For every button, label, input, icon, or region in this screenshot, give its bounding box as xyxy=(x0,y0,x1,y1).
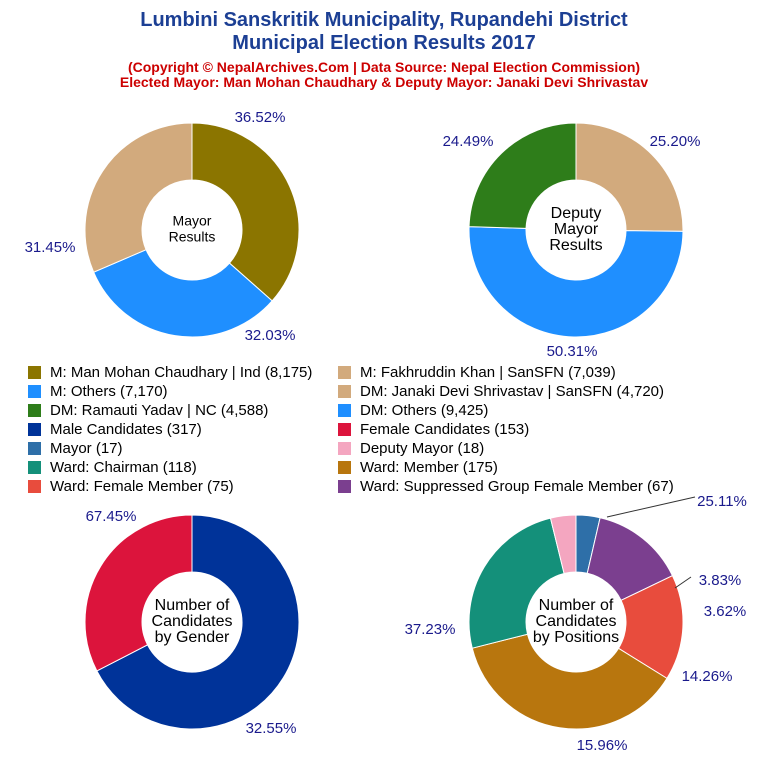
donut-center-label: by Gender xyxy=(155,629,230,646)
chart-title: Lumbini Sanskritik Municipality, Rupande… xyxy=(140,9,628,31)
percent-label: 67.45% xyxy=(86,508,137,525)
legend-item: DM: Janaki Devi Shrivastav | SanSFN (4,7… xyxy=(338,383,664,400)
legend-label: Ward: Suppressed Group Female Member (67… xyxy=(360,478,674,495)
legend-swatch xyxy=(338,461,351,474)
percent-label: 50.31% xyxy=(547,343,598,360)
legend-label: DM: Janaki Devi Shrivastav | SanSFN (4,7… xyxy=(360,383,665,400)
percent-label: 14.26% xyxy=(682,668,733,685)
percent-label: 31.45% xyxy=(25,239,76,256)
legend-label: Ward: Chairman (118) xyxy=(50,459,197,476)
legend-swatch xyxy=(28,480,41,493)
legend-swatch xyxy=(28,385,41,398)
legend-item: DM: Ramauti Yadav | NC (4,588) xyxy=(28,402,268,419)
percent-label: 37.23% xyxy=(405,621,456,638)
legend-swatch xyxy=(338,404,351,417)
legend-item: M: Man Mohan Chaudhary | Ind (8,175) xyxy=(28,364,312,381)
donut-center-label: Results xyxy=(169,229,216,245)
leader-line xyxy=(674,576,692,589)
percent-label: 24.49% xyxy=(443,133,494,150)
donut-center-label: Number of xyxy=(155,597,230,614)
legend-item: Deputy Mayor (18) xyxy=(338,440,484,457)
legend-swatch xyxy=(28,423,41,436)
donut-center-label: by Positions xyxy=(533,629,619,646)
chart-title-line2: Municipal Election Results 2017 xyxy=(232,32,536,54)
legend-label: DM: Ramauti Yadav | NC (4,588) xyxy=(50,402,269,419)
legend-item: DM: Others (9,425) xyxy=(338,402,488,419)
donut-hole xyxy=(142,572,242,672)
legend-label: Ward: Female Member (75) xyxy=(50,478,234,495)
legend-label: Male Candidates (317) xyxy=(50,421,202,438)
legend-swatch xyxy=(28,461,41,474)
percent-label: 25.20% xyxy=(650,133,701,150)
legend-label: M: Fakhruddin Khan | SanSFN (7,039) xyxy=(360,364,616,381)
legend-swatch xyxy=(28,404,41,417)
legend-swatch xyxy=(338,423,351,436)
legend-label: M: Others (7,170) xyxy=(50,383,168,400)
legend-swatch xyxy=(338,366,351,379)
donut-center-label: Deputy xyxy=(551,205,602,222)
legend-item: Ward: Suppressed Group Female Member (67… xyxy=(338,478,674,495)
percent-label: 3.83% xyxy=(699,572,742,589)
percent-label: 32.03% xyxy=(245,327,296,344)
donut-center-label: Mayor xyxy=(173,213,212,229)
legend-item: Female Candidates (153) xyxy=(338,421,529,438)
donut-center-label: Candidates xyxy=(536,613,617,630)
legend-label: Mayor (17) xyxy=(50,440,123,457)
percent-label: 3.62% xyxy=(704,603,747,620)
legend-item: Ward: Member (175) xyxy=(338,459,498,476)
copyright-source: (Copyright © NepalArchives.Com | Data So… xyxy=(127,59,641,75)
leader-line xyxy=(606,496,696,518)
legend-swatch xyxy=(338,480,351,493)
legend-item: M: Others (7,170) xyxy=(28,383,168,400)
donut-center-label: Number of xyxy=(539,597,614,614)
elected-officials: Elected Mayor: Man Mohan Chaudhary & Dep… xyxy=(119,74,649,90)
donut-center-label: Results xyxy=(549,237,602,254)
legend-item: Mayor (17) xyxy=(28,440,123,457)
legend-label: Ward: Member (175) xyxy=(360,459,498,476)
percent-label: 25.11% xyxy=(697,493,747,510)
percent-label: 36.52% xyxy=(235,109,286,126)
legend-item: Ward: Chairman (118) xyxy=(28,459,197,476)
donut-hole xyxy=(526,572,626,672)
legend-label: DM: Others (9,425) xyxy=(360,402,489,419)
legend-swatch xyxy=(338,385,351,398)
legend-item: M: Fakhruddin Khan | SanSFN (7,039) xyxy=(338,364,616,381)
donut-hole xyxy=(526,180,626,280)
legend-label: Deputy Mayor (18) xyxy=(360,440,485,457)
donut-hole xyxy=(142,180,242,280)
legend-swatch xyxy=(338,442,351,455)
legend-item: Male Candidates (317) xyxy=(28,421,202,438)
percent-label: 15.96% xyxy=(577,737,628,754)
donut-center-label: Mayor xyxy=(554,221,599,238)
legend-label: M: Man Mohan Chaudhary | Ind (8,175) xyxy=(50,364,313,381)
legend-swatch xyxy=(28,442,41,455)
percent-label: 32.55% xyxy=(246,720,297,737)
donut-center-label: Candidates xyxy=(152,613,233,630)
legend-swatch xyxy=(28,366,41,379)
legend-label: Female Candidates (153) xyxy=(360,421,530,438)
legend-item: Ward: Female Member (75) xyxy=(28,478,234,495)
